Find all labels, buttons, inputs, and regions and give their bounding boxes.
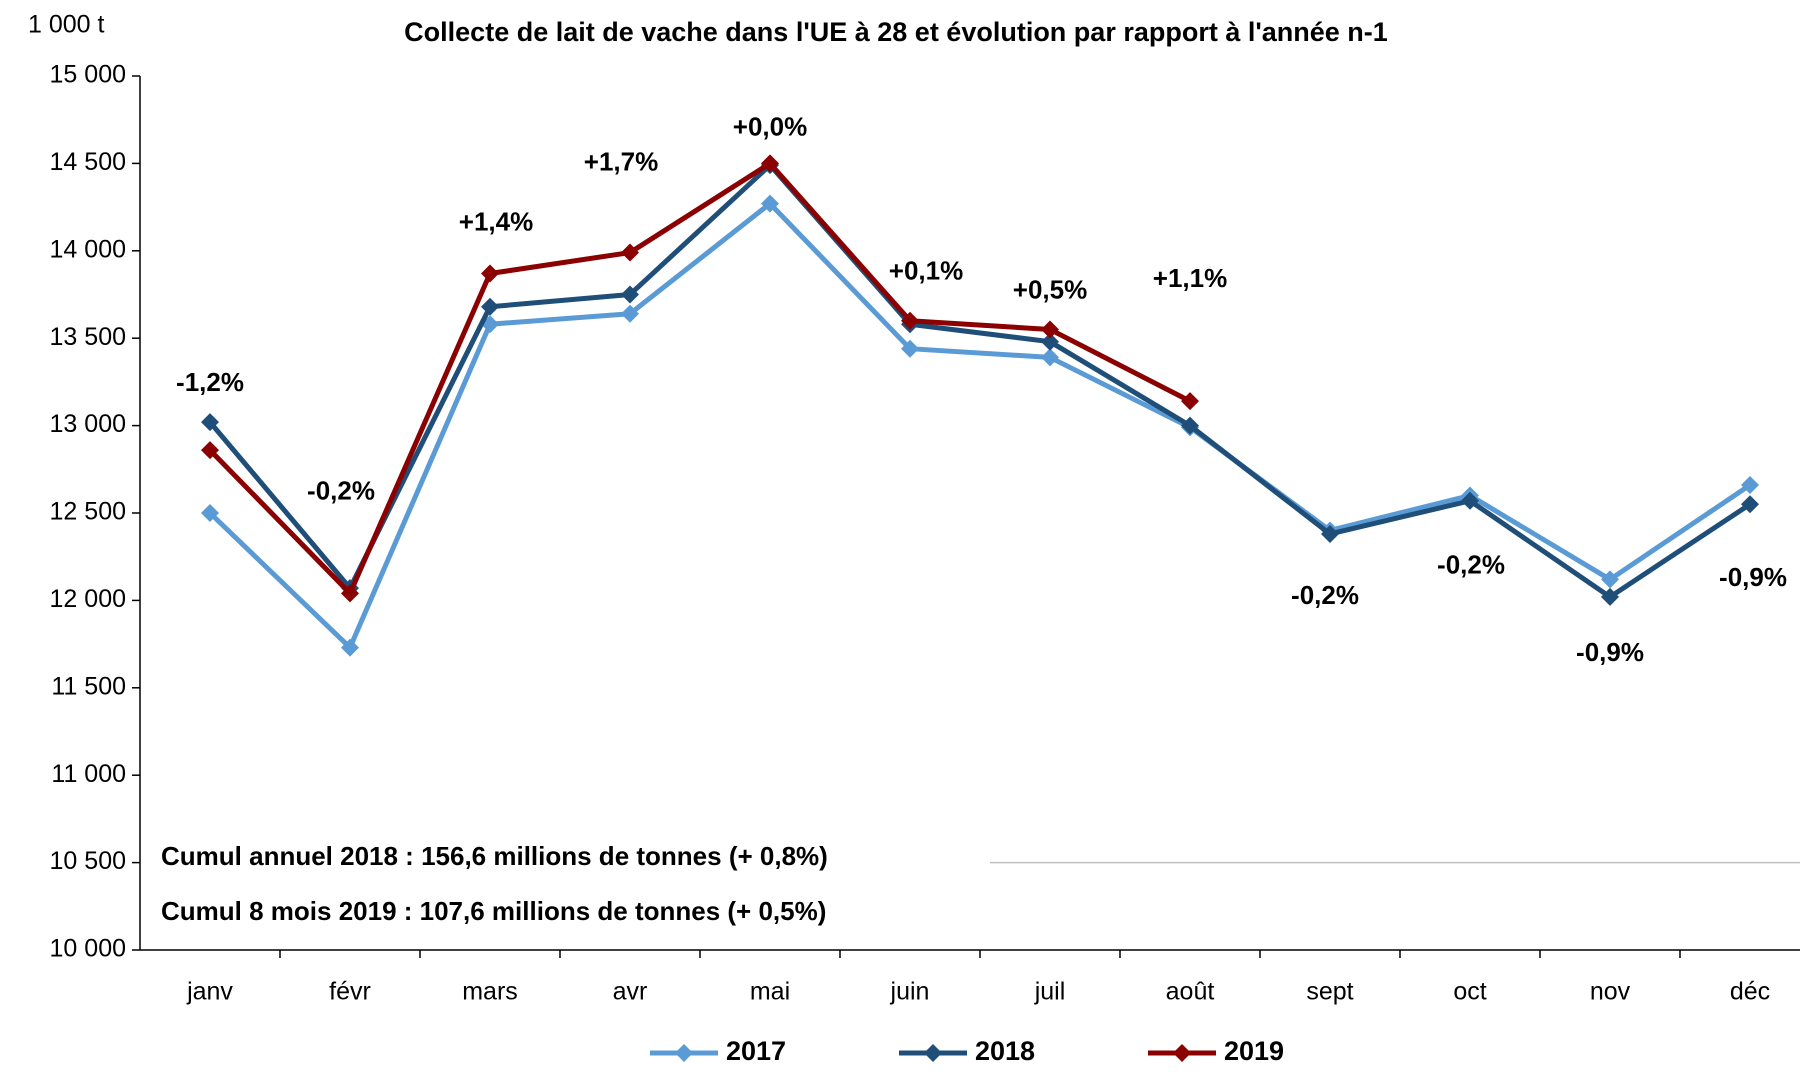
legend-label: 2017 — [726, 1036, 786, 1066]
y-tick-label: 10 000 — [50, 935, 126, 963]
x-tick-label: juin — [890, 978, 930, 1006]
marker — [1741, 495, 1759, 514]
y-tick-label: 14 500 — [50, 148, 126, 176]
legend-marker — [924, 1044, 942, 1062]
y-tick-label: 12 500 — [50, 498, 126, 526]
evolution-label: -0,2% — [1291, 580, 1359, 610]
x-tick-label: juil — [1034, 978, 1066, 1006]
evolution-label: -0,2% — [307, 475, 375, 505]
x-tick-label: nov — [1590, 978, 1631, 1006]
marker — [1041, 348, 1059, 367]
marker — [621, 285, 639, 304]
x-tick-label: août — [1166, 978, 1215, 1006]
y-tick-label: 15 000 — [50, 61, 126, 89]
marker — [761, 194, 779, 213]
chart-title: Collecte de lait de vache dans l'UE à 28… — [404, 17, 1388, 47]
evolution-label: -0,2% — [1437, 550, 1505, 580]
y-unit: 1 000 t — [28, 11, 105, 39]
marker — [1041, 320, 1059, 339]
marker — [901, 311, 919, 330]
legend-label: 2018 — [975, 1036, 1035, 1066]
evolution-label: -1,2% — [176, 367, 244, 397]
x-tick-label: janv — [186, 978, 233, 1006]
y-tick-label: 13 500 — [50, 323, 126, 351]
series-line — [208, 201, 1752, 651]
x-tick-label: avr — [613, 978, 648, 1006]
y-tick-label: 13 000 — [50, 410, 126, 438]
evolution-label: +0,0% — [733, 111, 807, 141]
evolution-label: -0,9% — [1576, 637, 1644, 667]
x-tick-label: mai — [750, 978, 790, 1006]
marker — [1461, 491, 1479, 510]
marker — [341, 638, 359, 657]
marker — [1041, 332, 1059, 351]
marker — [901, 339, 919, 358]
x-tick-label: sept — [1306, 978, 1353, 1006]
legend-marker — [1173, 1044, 1191, 1062]
y-tick-label: 10 500 — [50, 847, 126, 875]
marker — [1601, 587, 1619, 606]
note: Cumul annuel 2018 : 156,6 millions de to… — [161, 841, 828, 871]
series-line — [208, 160, 1192, 596]
x-tick-label: mars — [462, 978, 518, 1006]
evolution-label: +0,1% — [889, 256, 963, 286]
marker — [481, 297, 499, 316]
legend-marker — [675, 1044, 693, 1062]
y-tick-label: 11 000 — [51, 760, 126, 788]
marker — [201, 504, 219, 522]
marker — [1181, 416, 1199, 435]
marker — [1741, 476, 1759, 495]
x-tick-label: déc — [1730, 978, 1770, 1006]
evolution-label: +1,1% — [1153, 263, 1227, 293]
x-tick-label: févr — [329, 978, 371, 1006]
marker — [621, 304, 639, 323]
y-tick-label: 12 000 — [50, 585, 126, 613]
marker — [1321, 524, 1339, 543]
y-tick-label: 11 500 — [51, 672, 126, 700]
marker — [201, 441, 219, 460]
evolution-label: +0,5% — [1013, 274, 1087, 304]
marker — [1601, 570, 1619, 589]
x-tick-label: oct — [1453, 978, 1486, 1006]
evolution-label: +1,7% — [584, 146, 658, 176]
marker — [761, 154, 779, 173]
note: Cumul 8 mois 2019 : 107,6 millions de to… — [161, 896, 826, 926]
series-line — [208, 162, 1752, 600]
marker — [481, 264, 499, 283]
evolution-label: -0,9% — [1719, 562, 1787, 592]
legend-label: 2019 — [1224, 1036, 1284, 1066]
y-tick-label: 14 000 — [50, 235, 126, 263]
marker — [201, 413, 219, 432]
marker — [1181, 392, 1199, 411]
marker — [341, 584, 359, 603]
marker — [621, 243, 639, 262]
evolution-label: +1,4% — [459, 206, 533, 236]
